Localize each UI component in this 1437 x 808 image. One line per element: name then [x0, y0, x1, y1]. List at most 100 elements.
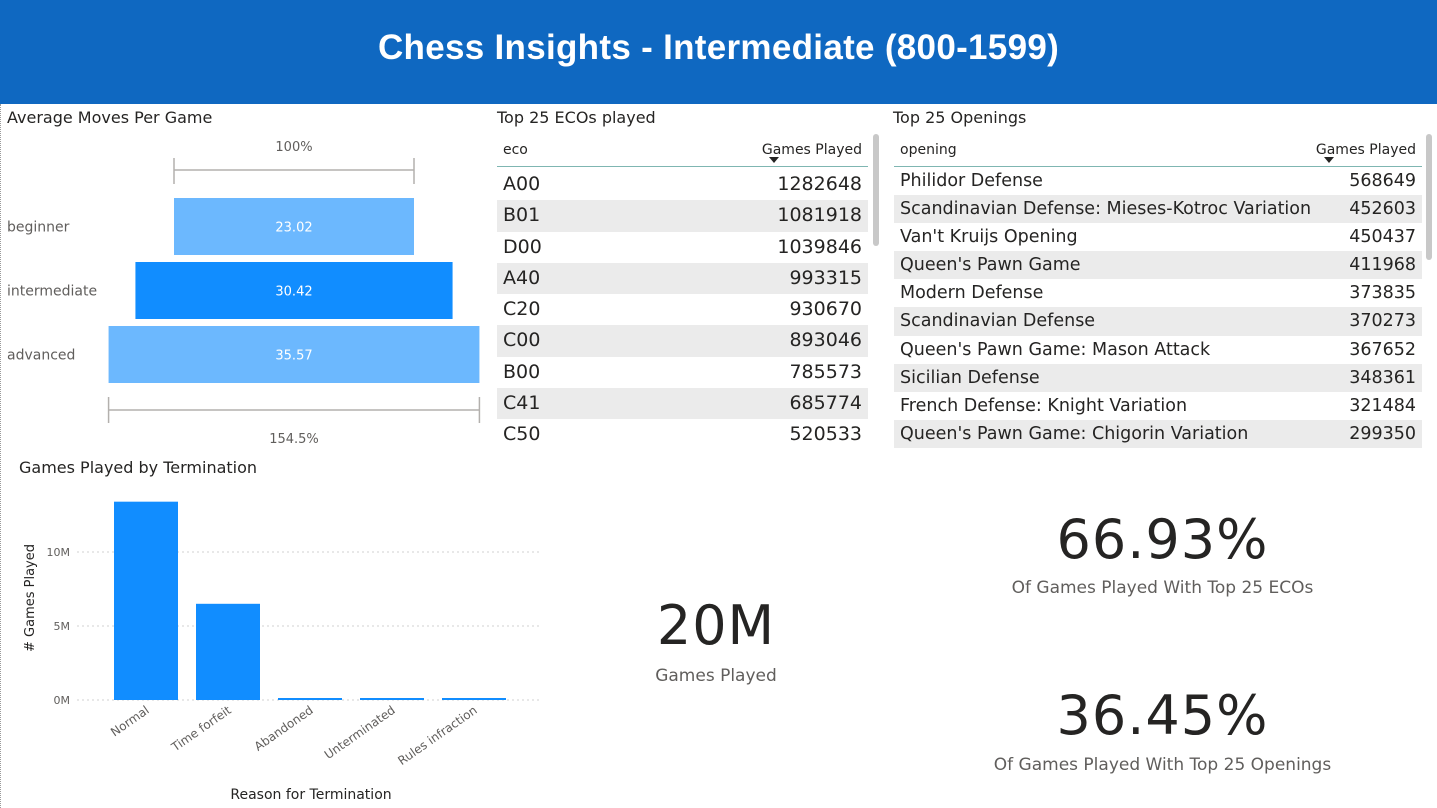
eco-table[interactable]: eco Games Played A00 1282648 B01 1081918 D00…: [497, 134, 868, 450]
termination-title: Games Played by Termination: [19, 458, 258, 477]
games-played-cell: 930670: [789, 298, 862, 321]
funnel-value-label: 23.02: [275, 221, 312, 236]
games-played-label: Games Played: [655, 666, 777, 686]
top-eco-pct-value: 66.93%: [1056, 508, 1269, 571]
eco-cell: B00: [503, 360, 541, 383]
sort-descending-icon: [769, 157, 779, 163]
table-row[interactable]: Queen's Pawn Game 411968: [894, 251, 1422, 280]
table-row[interactable]: Van't Kruijs Opening 450437: [894, 223, 1422, 251]
games-played-cell: 520533: [789, 423, 862, 446]
table-row[interactable]: C00 893046: [497, 325, 868, 357]
table-row[interactable]: A00 1282648: [497, 169, 868, 200]
table-row[interactable]: A40 993315: [497, 262, 868, 295]
games-played-cell: 321484: [1349, 395, 1416, 416]
x-tick-label: Abandoned: [252, 703, 316, 754]
table-row[interactable]: B00 785573: [497, 357, 868, 388]
table-row[interactable]: Queen's Pawn Game: Chigorin Variation 299…: [894, 419, 1422, 448]
termination-bar-chart[interactable]: 0M 5M 10M Normal Time forfeit Abandoned Unterm…: [0, 480, 560, 808]
opening-cell: Philidor Defense: [900, 171, 1043, 191]
opening-cell: Van't Kruijs Opening: [900, 227, 1078, 248]
x-axis-title: Reason for Termination: [230, 787, 391, 803]
opening-cell: Queen's Pawn Game: Mason Attack: [900, 339, 1211, 360]
funnel-category-label: intermediate: [7, 284, 97, 300]
games-played-cell: 452603: [1349, 199, 1416, 220]
eco-cell: C50: [503, 423, 541, 446]
table-row[interactable]: Philidor Defense 568649: [894, 167, 1422, 195]
table-row[interactable]: C41 685774: [497, 388, 868, 420]
eco-cell: C41: [503, 392, 541, 415]
y-tick-label: 0M: [54, 694, 71, 707]
games-played-cell: 348361: [1349, 367, 1416, 388]
opening-column-header[interactable]: opening: [900, 142, 957, 158]
games-played-column-header[interactable]: Games Played: [761, 142, 862, 158]
x-tick-label: Time forfeit: [168, 703, 234, 755]
games-played-cell: 1039846: [777, 235, 862, 258]
eco-table-header: eco Games Played: [497, 134, 868, 167]
y-tick-label: 5M: [54, 620, 71, 633]
report-header: Chess Insights - Intermediate (800-1599): [0, 0, 1437, 104]
opening-cell: Modern Defense: [900, 283, 1044, 304]
report-title: Chess Insights - Intermediate (800-1599): [377, 28, 1060, 67]
opening-cell: Scandinavian Defense: [900, 311, 1096, 332]
funnel-value-label: 30.42: [275, 285, 312, 300]
termination-bar[interactable]: [442, 698, 506, 700]
eco-cell: C20: [503, 298, 541, 321]
openings-table[interactable]: opening Games Played Philidor Defense 568…: [894, 134, 1422, 450]
funnel-category-label: beginner: [7, 220, 70, 236]
x-tick-label: Rules infraction: [395, 703, 479, 768]
eco-cell: A00: [503, 173, 541, 195]
table-row[interactable]: C50 520533: [497, 419, 868, 450]
games-played-cell: 993315: [789, 266, 862, 289]
eco-cell: B01: [503, 204, 541, 227]
funnel-category-label: advanced: [7, 348, 75, 364]
openings-table-title: Top 25 Openings: [893, 108, 1027, 127]
games-played-cell: 568649: [1349, 171, 1416, 191]
openings-table-body: Philidor Defense 568649 Scandinavian Defen…: [894, 167, 1422, 448]
opening-cell: Sicilian Defense: [900, 367, 1040, 388]
eco-table-title: Top 25 ECOs played: [497, 108, 656, 127]
x-tick-label: Unterminated: [322, 703, 398, 762]
top-openings-pct-value: 36.45%: [1056, 684, 1269, 747]
avg-moves-funnel-chart[interactable]: 100% 23.02 beginner 30.42 intermediate 35.57 a…: [0, 130, 490, 450]
openings-table-scrollbar[interactable]: [1426, 134, 1432, 260]
eco-cell: A40: [503, 266, 541, 289]
opening-cell: Queen's Pawn Game: [900, 255, 1081, 276]
games-played-cell: 685774: [789, 392, 862, 415]
games-played-cell: 1282648: [777, 173, 862, 195]
table-row[interactable]: Modern Defense 373835: [894, 279, 1422, 307]
opening-cell: French Defense: Knight Variation: [900, 395, 1188, 416]
funnel-bar-beginner[interactable]: [174, 198, 414, 255]
termination-bar[interactable]: [196, 603, 260, 700]
termination-bar[interactable]: [278, 698, 342, 700]
y-tick-label: 10M: [47, 546, 71, 559]
top-openings-pct-label: Of Games Played With Top 25 Openings: [993, 755, 1332, 775]
table-row[interactable]: Queen's Pawn Game: Mason Attack 367652: [894, 336, 1422, 364]
funnel-bar-advanced[interactable]: [108, 326, 480, 383]
eco-table-body: A00 1282648 B01 1081918 D00 1039846 A40 993315 C…: [497, 169, 868, 451]
x-tick-label: Normal: [108, 703, 152, 739]
games-played-cell: 370273: [1349, 311, 1416, 332]
table-row[interactable]: C20 930670: [497, 294, 868, 325]
canvas-border: [0, 104, 2, 808]
termination-bar[interactable]: [360, 698, 424, 700]
avg-moves-title: Average Moves Per Game: [7, 108, 213, 127]
eco-column-header[interactable]: eco: [503, 142, 528, 158]
opening-cell: Queen's Pawn Game: Chigorin Variation: [900, 423, 1249, 444]
games-played-column-header[interactable]: Games Played: [1315, 142, 1416, 158]
sort-descending-icon: [1324, 157, 1334, 163]
table-row[interactable]: Scandinavian Defense 370273: [894, 307, 1422, 336]
table-row[interactable]: Sicilian Defense 348361: [894, 363, 1422, 392]
table-row[interactable]: B01 1081918: [497, 200, 868, 232]
games-played-cell: 411968: [1349, 255, 1416, 276]
termination-bar[interactable]: [114, 501, 178, 700]
funnel-bar-intermediate[interactable]: [135, 262, 453, 319]
games-played-cell: 1081918: [777, 204, 862, 227]
funnel-value-label: 35.57: [275, 349, 312, 364]
openings-table-header: opening Games Played: [894, 134, 1422, 167]
top-percent-label: 100%: [275, 140, 312, 155]
y-axis-title: # Games Played: [23, 544, 38, 652]
table-row[interactable]: French Defense: Knight Variation 321484: [894, 392, 1422, 420]
table-row[interactable]: D00 1039846: [497, 232, 868, 263]
eco-table-scrollbar[interactable]: [873, 134, 879, 246]
table-row[interactable]: Scandinavian Defense: Mieses-Kotroc Vari…: [894, 195, 1422, 224]
